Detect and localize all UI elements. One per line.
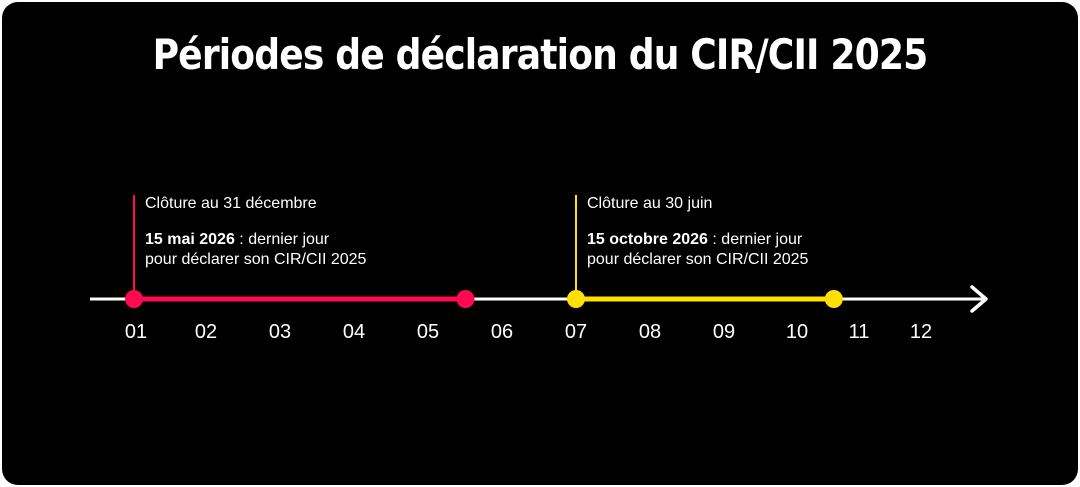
period-2-deadline-text: : dernier jour bbox=[707, 231, 803, 248]
period-2-closing: Clôture au 30 juin bbox=[587, 195, 713, 212]
month-label-01: 01 bbox=[124, 321, 148, 343]
timeline-arrow-icon bbox=[970, 285, 988, 313]
period-1-end-dot bbox=[456, 290, 475, 308]
month-label-05: 05 bbox=[416, 321, 440, 343]
month-label-03: 03 bbox=[268, 321, 292, 343]
period-1-label: Clôture au 31 décembre 15 mai 2026 : der… bbox=[145, 194, 366, 270]
page-title: Périodes de déclaration du CIR/CII 2025 bbox=[152, 30, 929, 79]
month-label-07: 07 bbox=[564, 321, 588, 343]
month-label-10: 10 bbox=[785, 321, 809, 343]
period-1-deadline-text: : dernier jour bbox=[234, 231, 330, 248]
period-2-deadline-date: 15 octobre 2026 bbox=[587, 231, 708, 248]
month-label-04: 04 bbox=[342, 321, 366, 343]
period-1-start-dot bbox=[125, 290, 143, 308]
period-2-start-dot bbox=[567, 290, 585, 308]
month-label-09: 09 bbox=[712, 321, 736, 343]
period-1-deadline: 15 mai 2026 : dernier jour bbox=[145, 230, 366, 250]
period-1-deadline-date: 15 mai 2026 bbox=[145, 231, 235, 248]
month-label-02: 02 bbox=[194, 321, 218, 343]
period-1-deadline-line2: pour déclarer son CIR/CII 2025 bbox=[145, 251, 367, 268]
period-2-deadline-line2: pour déclarer son CIR/CII 2025 bbox=[587, 251, 809, 268]
month-label-11: 11 bbox=[848, 321, 870, 343]
period-2-label: Clôture au 30 juin 15 octobre 2026 : der… bbox=[587, 194, 808, 270]
period-2-deadline: 15 octobre 2026 : dernier jour bbox=[587, 230, 808, 250]
period-2-end-dot bbox=[824, 290, 843, 308]
month-label-08: 08 bbox=[638, 321, 662, 343]
month-label-06: 06 bbox=[490, 321, 514, 343]
month-label-12: 12 bbox=[909, 321, 933, 343]
period-1-closing: Clôture au 31 décembre bbox=[145, 195, 317, 212]
